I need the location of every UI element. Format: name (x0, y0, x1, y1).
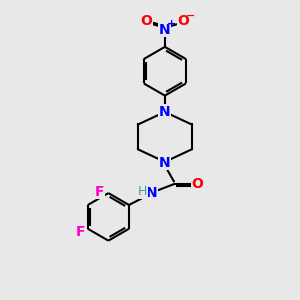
Text: −: − (186, 11, 196, 21)
Text: +: + (167, 19, 176, 29)
Text: H: H (138, 185, 147, 198)
Text: O: O (178, 14, 190, 28)
Text: N: N (159, 156, 171, 170)
Text: N: N (146, 185, 157, 200)
Text: N: N (159, 22, 171, 37)
Text: N: N (159, 105, 171, 119)
Text: F: F (95, 184, 104, 199)
Text: O: O (140, 14, 152, 28)
Text: O: O (192, 177, 203, 191)
Text: F: F (76, 225, 85, 239)
